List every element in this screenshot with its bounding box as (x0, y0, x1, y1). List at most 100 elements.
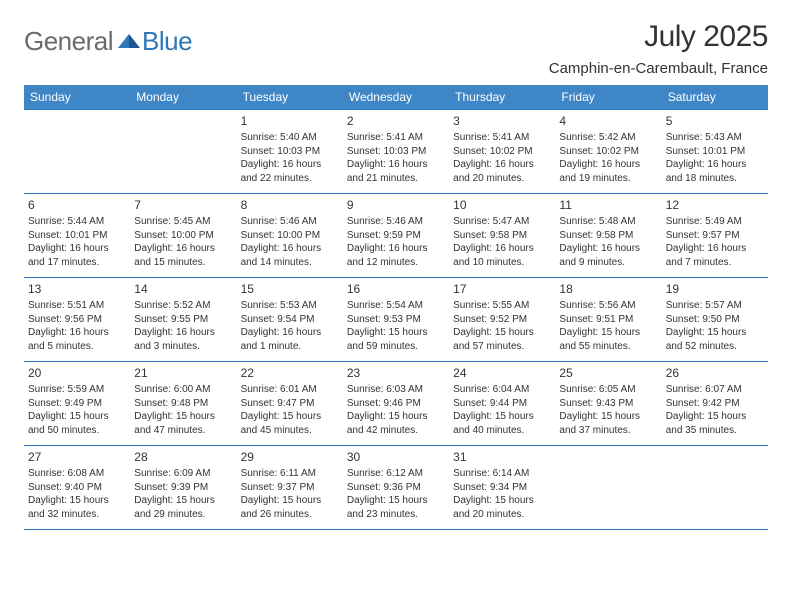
calendar-cell: 2Sunrise: 5:41 AMSunset: 10:03 PMDayligh… (343, 109, 449, 193)
sunset-text: Sunset: 9:42 PM (666, 397, 764, 411)
daylight-text: Daylight: 16 hours and 22 minutes. (241, 158, 339, 185)
day-number: 6 (28, 197, 126, 213)
day-number: 18 (559, 281, 657, 297)
sunset-text: Sunset: 9:51 PM (559, 313, 657, 327)
sunrise-text: Sunrise: 6:12 AM (347, 467, 445, 481)
sunset-text: Sunset: 9:47 PM (241, 397, 339, 411)
daylight-text: Daylight: 16 hours and 5 minutes. (28, 326, 126, 353)
calendar-cell: 5Sunrise: 5:43 AMSunset: 10:01 PMDayligh… (662, 109, 768, 193)
sunrise-text: Sunrise: 6:08 AM (28, 467, 126, 481)
daylight-text: Daylight: 15 hours and 57 minutes. (453, 326, 551, 353)
sunset-text: Sunset: 10:02 PM (453, 145, 551, 159)
sunset-text: Sunset: 9:48 PM (134, 397, 232, 411)
calendar-cell: 31 Sunrise: 6:14 AMSunset: 9:34 PMDayligh… (449, 445, 555, 529)
dow-header: Friday (555, 85, 661, 109)
sunset-text: Sunset: 9:54 PM (241, 313, 339, 327)
calendar-cell: 19Sunrise: 5:57 AMSunset: 9:50 PMDayligh… (662, 277, 768, 361)
daylight-text: Daylight: 15 hours and 35 minutes. (666, 410, 764, 437)
calendar-cell-empty (24, 109, 130, 193)
sunrise-text: Sunrise: 6:03 AM (347, 383, 445, 397)
day-number: 9 (347, 197, 445, 213)
day-number: 3 (453, 113, 551, 129)
daylight-text: Daylight: 15 hours and 20 minutes. (453, 494, 551, 521)
sunset-text: Sunset: 9:39 PM (134, 481, 232, 495)
sunrise-text: Sunrise: 5:42 AM (559, 131, 657, 145)
sunset-text: Sunset: 9:50 PM (666, 313, 764, 327)
calendar-cell: 18Sunrise: 5:56 AMSunset: 9:51 PMDayligh… (555, 277, 661, 361)
day-number: 29 (241, 449, 339, 465)
day-number: 23 (347, 365, 445, 381)
sunrise-text: Sunrise: 6:04 AM (453, 383, 551, 397)
sunrise-text: Sunrise: 5:52 AM (134, 299, 232, 313)
calendar-cell: 1Sunrise: 5:40 AMSunset: 10:03 PMDayligh… (237, 109, 343, 193)
day-number: 13 (28, 281, 126, 297)
sunrise-text: Sunrise: 5:59 AM (28, 383, 126, 397)
calendar-cell: 17Sunrise: 5:55 AMSunset: 9:52 PMDayligh… (449, 277, 555, 361)
sunset-text: Sunset: 10:02 PM (559, 145, 657, 159)
sunrise-text: Sunrise: 5:54 AM (347, 299, 445, 313)
sunset-text: Sunset: 9:44 PM (453, 397, 551, 411)
daylight-text: Daylight: 16 hours and 20 minutes. (453, 158, 551, 185)
sunset-text: Sunset: 9:58 PM (453, 229, 551, 243)
calendar-cell-empty (662, 445, 768, 529)
calendar-cell: 24Sunrise: 6:04 AMSunset: 9:44 PMDayligh… (449, 361, 555, 445)
daylight-text: Daylight: 15 hours and 40 minutes. (453, 410, 551, 437)
calendar-cell-empty (130, 109, 236, 193)
calendar-cell: 14Sunrise: 5:52 AMSunset: 9:55 PMDayligh… (130, 277, 236, 361)
sunset-text: Sunset: 9:59 PM (347, 229, 445, 243)
calendar-cell: 10Sunrise: 5:47 AMSunset: 9:58 PMDayligh… (449, 193, 555, 277)
day-number: 10 (453, 197, 551, 213)
calendar-cell: 30Sunrise: 6:12 AMSunset: 9:36 PMDayligh… (343, 445, 449, 529)
sunrise-text: Sunrise: 5:44 AM (28, 215, 126, 229)
sunset-text: Sunset: 9:52 PM (453, 313, 551, 327)
sunrise-text: Sunrise: 5:45 AM (134, 215, 232, 229)
daylight-text: Daylight: 16 hours and 7 minutes. (666, 242, 764, 269)
sunset-text: Sunset: 9:55 PM (134, 313, 232, 327)
sunset-text: Sunset: 9:56 PM (28, 313, 126, 327)
day-number: 28 (134, 449, 232, 465)
calendar-cell: 3Sunrise: 5:41 AMSunset: 10:02 PMDayligh… (449, 109, 555, 193)
day-number: 25 (559, 365, 657, 381)
dow-header: Sunday (24, 85, 130, 109)
sunrise-text: Sunrise: 5:51 AM (28, 299, 126, 313)
sunset-text: Sunset: 10:00 PM (134, 229, 232, 243)
day-number: 8 (241, 197, 339, 213)
sunrise-text: Sunrise: 6:14 AM (453, 467, 551, 481)
calendar-cell: 11Sunrise: 5:48 AMSunset: 9:58 PMDayligh… (555, 193, 661, 277)
daylight-text: Daylight: 15 hours and 59 minutes. (347, 326, 445, 353)
sunset-text: Sunset: 10:03 PM (241, 145, 339, 159)
day-number: 26 (666, 365, 764, 381)
calendar-cell: 29Sunrise: 6:11 AMSunset: 9:37 PMDayligh… (237, 445, 343, 529)
sunrise-text: Sunrise: 5:46 AM (241, 215, 339, 229)
sunset-text: Sunset: 10:01 PM (666, 145, 764, 159)
sunrise-text: Sunrise: 6:09 AM (134, 467, 232, 481)
sunset-text: Sunset: 9:46 PM (347, 397, 445, 411)
page-title: July 2025 (549, 20, 768, 54)
sunrise-text: Sunrise: 5:46 AM (347, 215, 445, 229)
daylight-text: Daylight: 15 hours and 29 minutes. (134, 494, 232, 521)
dow-header: Monday (130, 85, 236, 109)
sunrise-text: Sunrise: 6:11 AM (241, 467, 339, 481)
sunset-text: Sunset: 9:34 PM (453, 481, 551, 495)
day-number: 2 (347, 113, 445, 129)
sunrise-text: Sunrise: 5:40 AM (241, 131, 339, 145)
sunset-text: Sunset: 9:53 PM (347, 313, 445, 327)
brand-logo: General Blue (24, 26, 192, 57)
sunset-text: Sunset: 9:49 PM (28, 397, 126, 411)
day-number: 17 (453, 281, 551, 297)
daylight-text: Daylight: 16 hours and 9 minutes. (559, 242, 657, 269)
calendar-cell: 23Sunrise: 6:03 AMSunset: 9:46 PMDayligh… (343, 361, 449, 445)
day-number: 19 (666, 281, 764, 297)
daylight-text: Daylight: 15 hours and 45 minutes. (241, 410, 339, 437)
daylight-text: Daylight: 16 hours and 3 minutes. (134, 326, 232, 353)
calendar-grid: SundayMondayTuesdayWednesdayThursdayFrid… (24, 85, 768, 530)
daylight-text: Daylight: 15 hours and 50 minutes. (28, 410, 126, 437)
sunrise-text: Sunrise: 6:01 AM (241, 383, 339, 397)
daylight-text: Daylight: 16 hours and 14 minutes. (241, 242, 339, 269)
day-number: 31 (453, 449, 551, 465)
daylight-text: Daylight: 16 hours and 12 minutes. (347, 242, 445, 269)
location-label: Camphin-en-Carembault, France (549, 60, 768, 77)
sunrise-text: Sunrise: 5:41 AM (347, 131, 445, 145)
daylight-text: Daylight: 16 hours and 21 minutes. (347, 158, 445, 185)
brand-left: General (24, 26, 113, 57)
